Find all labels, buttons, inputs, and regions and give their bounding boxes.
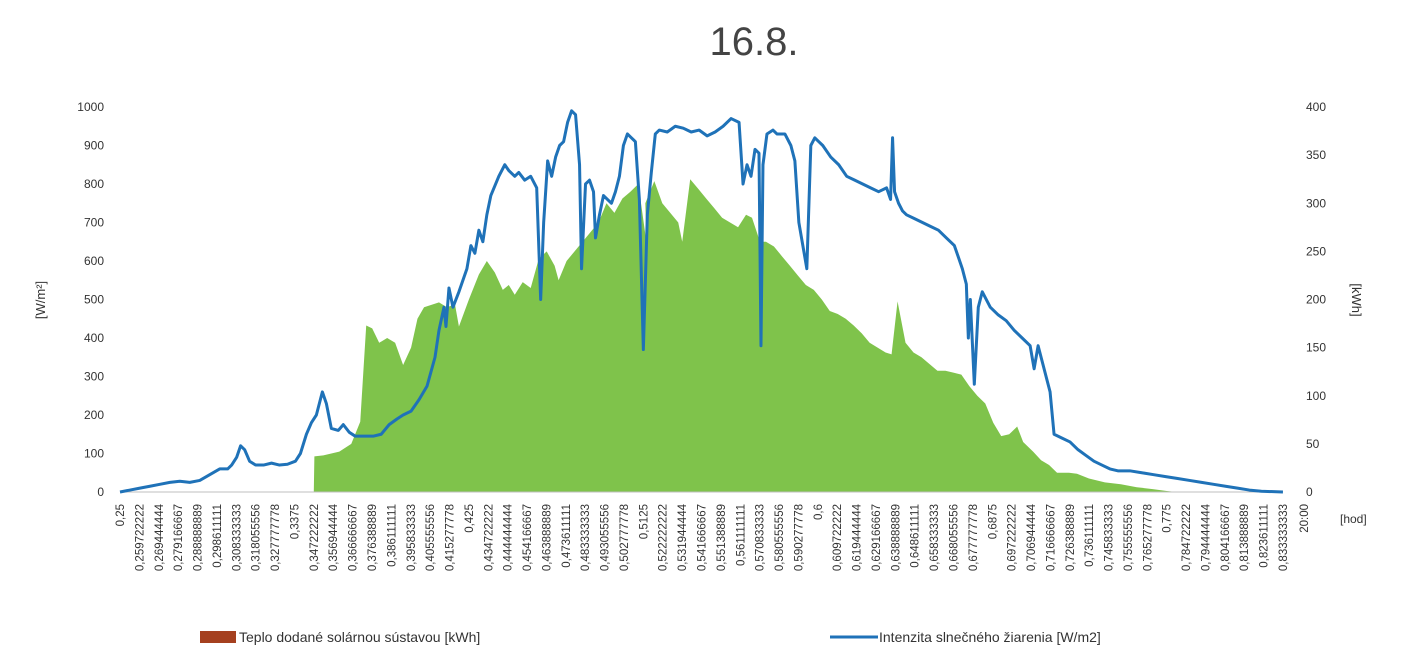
x-axis-unit-label: [hod] bbox=[1340, 512, 1367, 526]
left-tick-label: 400 bbox=[84, 331, 104, 345]
x-tick-label: 0,658333333 bbox=[929, 504, 941, 571]
x-tick-label: 0,483333333 bbox=[580, 504, 592, 571]
x-tick-label: 0,648611111 bbox=[910, 504, 922, 568]
x-tick-label: 0,551388889 bbox=[716, 504, 728, 571]
left-tick-label: 200 bbox=[84, 408, 104, 422]
x-tick-label: 0,425 bbox=[464, 504, 476, 533]
x-tick-label: 0,318055556 bbox=[251, 504, 263, 571]
x-tick-label: 0,395833333 bbox=[406, 504, 418, 571]
x-tick-label: 0,619444444 bbox=[852, 503, 864, 571]
x-tick-label: 0,522222222 bbox=[658, 504, 670, 571]
x-tick-label: 0,755555556 bbox=[1123, 504, 1135, 571]
x-tick-label: 0,25 bbox=[115, 504, 127, 526]
left-axis-ticks: 0 100 200 300 400 500 600 700 800 900 1000 bbox=[77, 100, 104, 499]
right-tick-label: 50 bbox=[1306, 437, 1320, 451]
x-tick-label: 0,444444444 bbox=[503, 503, 515, 571]
left-tick-label: 1000 bbox=[77, 100, 104, 114]
x-tick-label: 0,502777778 bbox=[619, 504, 631, 571]
left-tick-label: 700 bbox=[84, 216, 104, 230]
x-tick-label: 0,823611111 bbox=[1259, 504, 1271, 568]
x-tick-label: 0,561111111 bbox=[735, 504, 747, 566]
x-tick-label: 0,638888889 bbox=[890, 504, 902, 571]
right-tick-label: 400 bbox=[1306, 100, 1326, 114]
x-tick-label: 0,736111111 bbox=[1084, 504, 1096, 567]
left-tick-label: 300 bbox=[84, 370, 104, 384]
left-tick-label: 800 bbox=[84, 177, 104, 191]
right-axis-ticks: 0 50 100 150 200 250 300 350 400 bbox=[1306, 100, 1326, 499]
x-tick-label: 0,668055556 bbox=[948, 504, 960, 571]
right-tick-label: 100 bbox=[1306, 389, 1326, 403]
x-tick-label: 0,463888889 bbox=[541, 504, 553, 571]
x-tick-label: 0,347222222 bbox=[309, 504, 321, 571]
x-tick-label: 0,784722222 bbox=[1181, 504, 1193, 571]
x-tick-label: 0,580555556 bbox=[774, 504, 786, 571]
x-tick-label: 0,269444444 bbox=[154, 503, 166, 571]
right-tick-label: 250 bbox=[1306, 244, 1326, 258]
x-tick-label: 0,6875 bbox=[987, 504, 999, 539]
x-tick-label: 0,279166667 bbox=[173, 504, 185, 571]
x-tick-label: 0,308333333 bbox=[231, 504, 243, 571]
heat-area-series bbox=[120, 179, 1283, 492]
x-tick-label: 0,794444444 bbox=[1200, 503, 1212, 571]
x-tick-label: 0,415277778 bbox=[445, 504, 457, 571]
x-tick-label: 0,726388889 bbox=[1065, 504, 1077, 571]
x-tick-label: 0,298611111 bbox=[212, 504, 224, 568]
left-tick-label: 0 bbox=[97, 485, 104, 499]
legend-label-irradiance: Intenzita slnečného žiarenia [W/m2] bbox=[879, 629, 1101, 645]
irradiance-line-series bbox=[119, 109, 1283, 494]
right-tick-label: 300 bbox=[1306, 196, 1326, 210]
x-axis-ticks: 0,25 0,259722222 0,269444444 0,279166667 0,2… bbox=[115, 503, 1311, 571]
x-tick-label: 0,405555556 bbox=[425, 504, 437, 571]
x-tick-label: 20:00 bbox=[1299, 504, 1311, 533]
left-tick-label: 900 bbox=[84, 139, 104, 153]
x-tick-label: 0,813888889 bbox=[1239, 504, 1251, 571]
x-tick-label: 0,434722222 bbox=[483, 504, 495, 571]
right-axis-label: [kWh] bbox=[1349, 283, 1364, 316]
x-tick-label: 0,697222222 bbox=[1007, 504, 1019, 571]
x-tick-label: 0,473611111 bbox=[561, 504, 573, 568]
x-tick-label: 0,3375 bbox=[289, 504, 301, 539]
x-tick-label: 0,327777778 bbox=[270, 504, 282, 571]
x-tick-label: 0,745833333 bbox=[1104, 504, 1116, 571]
right-tick-label: 0 bbox=[1306, 485, 1313, 499]
left-tick-label: 500 bbox=[84, 293, 104, 307]
right-tick-label: 200 bbox=[1306, 293, 1326, 307]
x-tick-label: 0,288888889 bbox=[193, 504, 205, 571]
x-tick-label: 0,376388889 bbox=[367, 504, 379, 571]
x-tick-label: 0,5125 bbox=[638, 504, 650, 539]
x-tick-label: 0,366666667 bbox=[348, 504, 360, 571]
x-tick-label: 0,454166667 bbox=[522, 504, 534, 571]
right-tick-label: 150 bbox=[1306, 341, 1326, 355]
right-tick-label: 350 bbox=[1306, 148, 1326, 162]
plot-area bbox=[119, 109, 1283, 494]
x-tick-label: 0,590277778 bbox=[793, 504, 805, 571]
x-tick-label: 0,570833333 bbox=[755, 504, 767, 571]
x-tick-label: 0,541666667 bbox=[697, 504, 709, 571]
x-tick-label: 0,531944444 bbox=[677, 503, 689, 571]
left-tick-label: 100 bbox=[84, 447, 104, 461]
x-tick-label: 0,259722222 bbox=[134, 504, 146, 571]
x-tick-label: 0,677777778 bbox=[968, 504, 980, 571]
x-tick-label: 0,356944444 bbox=[328, 503, 340, 571]
legend-label-heat: Teplo dodané solárnou sústavou [kWh] bbox=[239, 629, 480, 645]
legend-swatch-heat bbox=[200, 631, 236, 643]
chart-title: 16.8. bbox=[710, 20, 799, 64]
x-tick-label: 0,765277778 bbox=[1142, 504, 1154, 571]
x-tick-label: 0,609722222 bbox=[832, 504, 844, 571]
x-tick-label: 0,716666667 bbox=[1045, 504, 1057, 571]
legend: Teplo dodané solárnou sústavou [kWh] Int… bbox=[200, 629, 1101, 645]
x-tick-label: 0,833333333 bbox=[1278, 504, 1290, 571]
x-tick-label: 0,629166667 bbox=[871, 504, 883, 571]
x-tick-label: 0,706944444 bbox=[1026, 503, 1038, 571]
left-tick-label: 600 bbox=[84, 254, 104, 268]
x-tick-label: 0,775 bbox=[1162, 504, 1174, 533]
x-tick-label: 0,386111111 bbox=[386, 504, 398, 567]
x-tick-label: 0,804166667 bbox=[1220, 504, 1232, 571]
x-tick-label: 0,6 bbox=[813, 504, 825, 520]
left-axis-label: [W/m²] bbox=[33, 281, 48, 319]
x-tick-label: 0,493055556 bbox=[600, 504, 612, 571]
